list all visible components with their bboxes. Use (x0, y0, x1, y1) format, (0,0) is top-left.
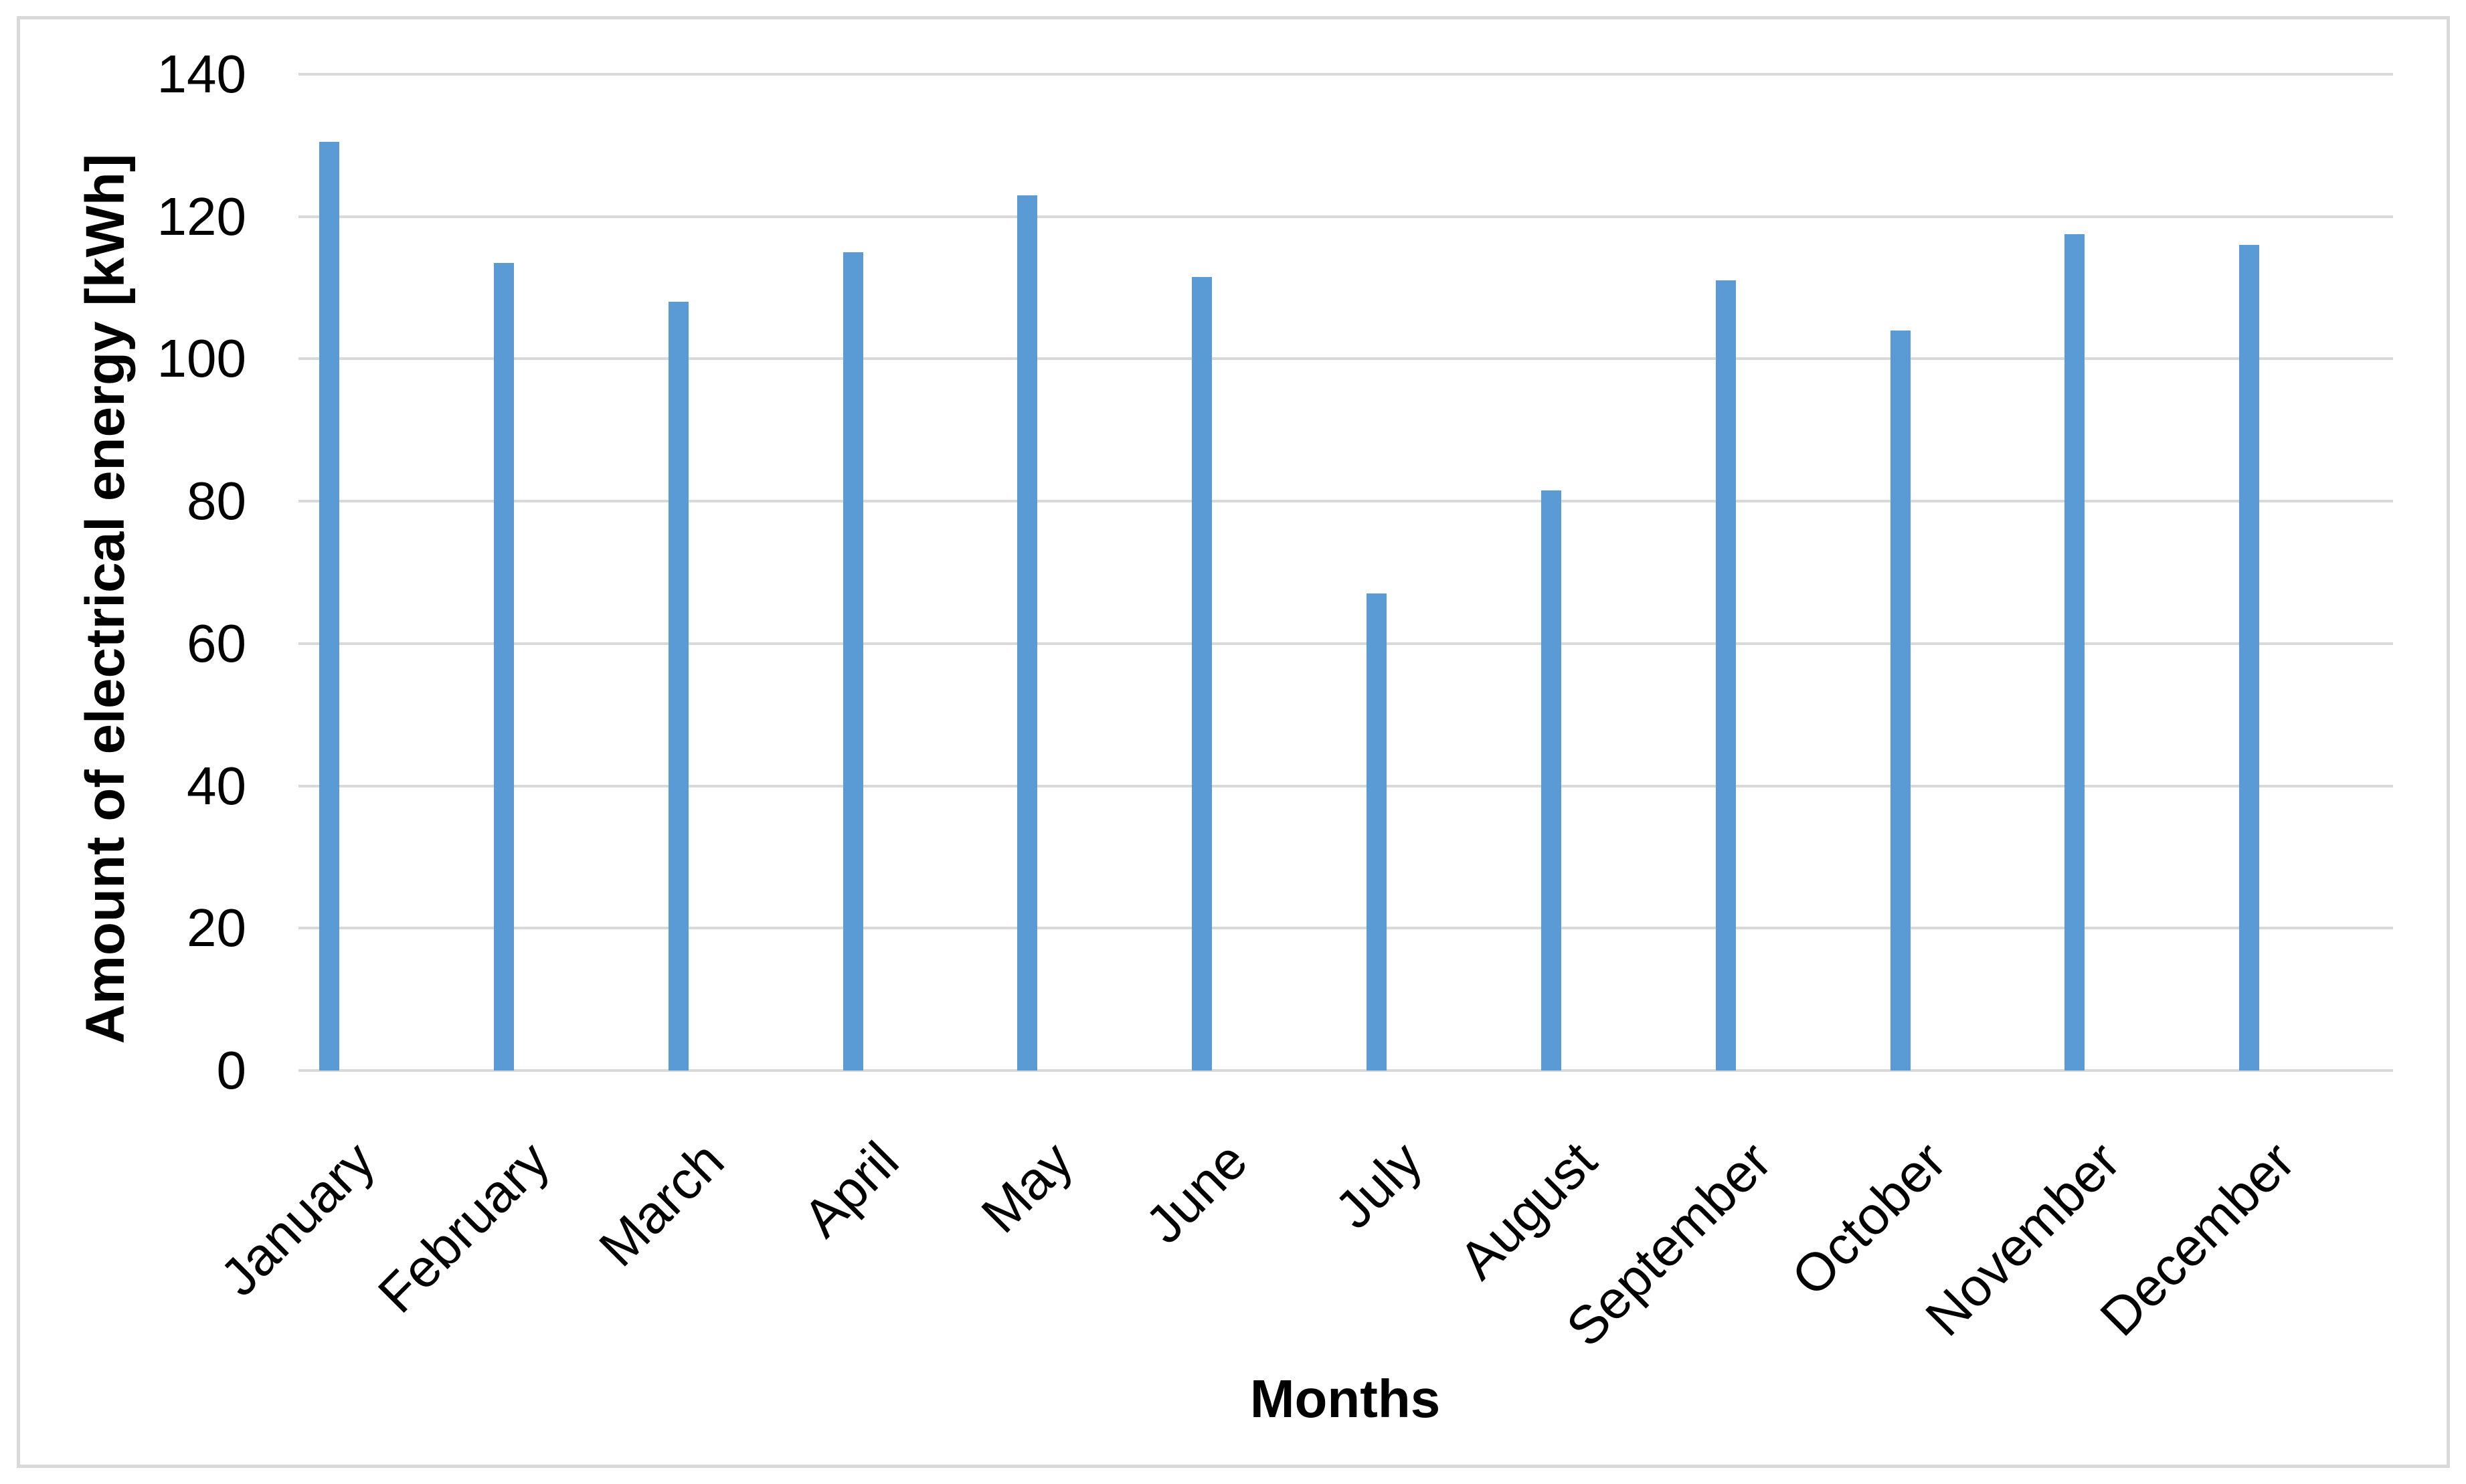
bar-october (1890, 331, 1911, 1071)
gridline-60 (298, 642, 2393, 645)
y-tick-label-60: 60 (187, 613, 246, 673)
y-tick-label-120: 120 (157, 186, 246, 246)
bar-july (1367, 593, 1387, 1071)
gridline-140 (298, 73, 2393, 76)
chart-border-frame (17, 16, 2450, 1468)
gridline-100 (298, 357, 2393, 361)
y-tick-label-80: 80 (187, 471, 246, 531)
y-tick-label-140: 140 (157, 44, 246, 104)
bar-september (1716, 280, 1736, 1071)
bar-march (669, 302, 689, 1071)
x-axis-title: Months (1249, 1369, 1441, 1428)
bar-december (2239, 245, 2259, 1071)
bar-june (1192, 277, 1212, 1071)
gridline-0 (298, 1069, 2393, 1072)
gridline-20 (298, 927, 2393, 930)
bar-april (843, 252, 863, 1071)
y-tick-label-40: 40 (187, 755, 246, 816)
bar-february (494, 263, 514, 1071)
y-tick-label-100: 100 (157, 329, 246, 389)
y-tick-label-0: 0 (216, 1040, 247, 1100)
bar-november (2064, 234, 2085, 1071)
y-tick-label-20: 20 (187, 898, 246, 958)
gridline-80 (298, 500, 2393, 503)
gridline-40 (298, 784, 2393, 787)
gridline-120 (298, 215, 2393, 218)
bar-may (1017, 195, 1037, 1071)
bar-august (1541, 490, 1561, 1071)
y-axis-title: Amount of electrical energy [kWh] (75, 153, 136, 1044)
bar-january (319, 142, 339, 1071)
